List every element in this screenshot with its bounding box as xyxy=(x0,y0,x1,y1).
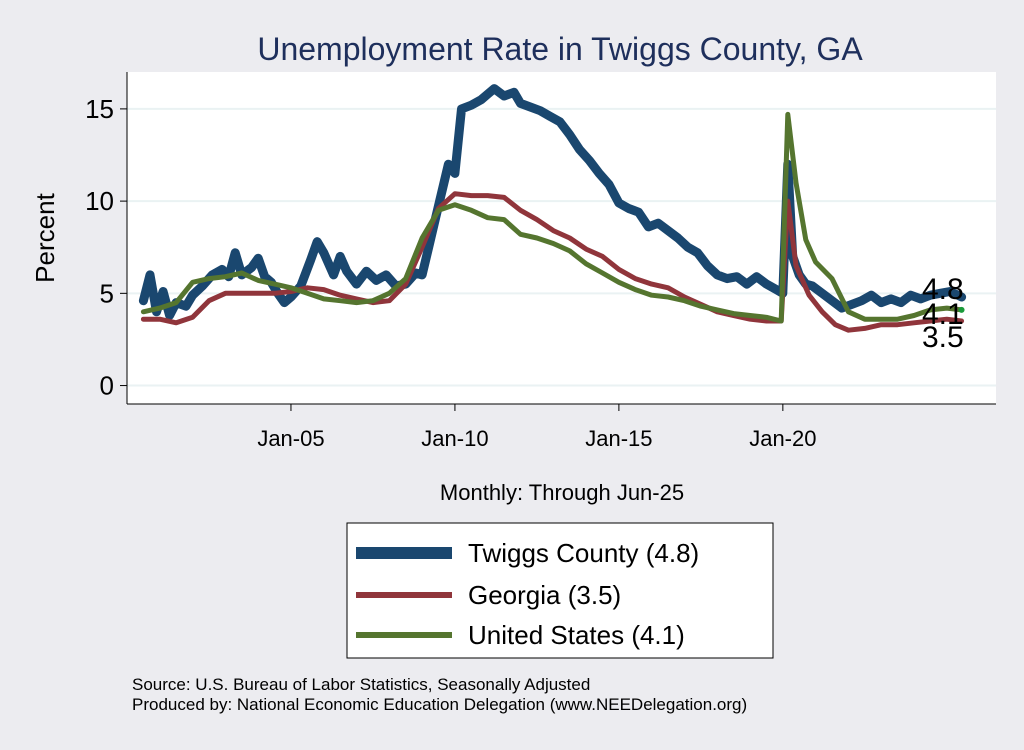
x-axis-label: Monthly: Through Jun-25 xyxy=(440,480,684,505)
georgia-end-label: 3.5 xyxy=(922,321,964,354)
y-tick-label: 0 xyxy=(100,371,114,401)
x-tick-label: Jan-10 xyxy=(421,426,488,451)
x-tick-label: Jan-20 xyxy=(749,426,816,451)
legend-items: Twiggs County (4.8) Georgia (3.5) United S… xyxy=(356,538,699,650)
produced-by-line: Produced by: National Economic Education… xyxy=(132,695,747,714)
gridlines xyxy=(127,107,996,387)
legend: Twiggs County (4.8) Georgia (3.5) United S… xyxy=(346,522,774,659)
y-axis-ticks: 0 5 10 15 xyxy=(85,94,127,401)
y-tick-label: 15 xyxy=(85,94,114,124)
end-labels: 4.8 3.54.1 xyxy=(922,273,965,354)
chart-title: Unemployment Rate in Twiggs County, GA xyxy=(257,31,863,67)
x-tick-label: Jan-05 xyxy=(257,426,324,451)
y-tick-label: 10 xyxy=(85,186,114,216)
y-tick-label: 5 xyxy=(100,278,114,308)
us-end-marker xyxy=(958,306,965,313)
series-lines xyxy=(138,84,967,333)
georgia-line xyxy=(140,191,965,333)
legend-item-georgia-label: Georgia (3.5) xyxy=(468,580,621,610)
legend-item-us-label: United States (4.1) xyxy=(468,620,685,650)
united-states-line xyxy=(140,111,965,324)
legend-item-twiggs-label: Twiggs County (4.8) xyxy=(468,538,699,568)
twiggs-end-label: 4.8 xyxy=(922,273,964,306)
source-line: Source: U.S. Bureau of Labor Statistics,… xyxy=(132,675,590,694)
y-axis-label: Percent xyxy=(30,192,60,282)
x-tick-label: Jan-15 xyxy=(585,426,652,451)
x-axis-ticks: Jan-05 Jan-10 Jan-15 Jan-20 xyxy=(257,404,816,451)
us-end-label: 4.1 xyxy=(922,298,964,331)
